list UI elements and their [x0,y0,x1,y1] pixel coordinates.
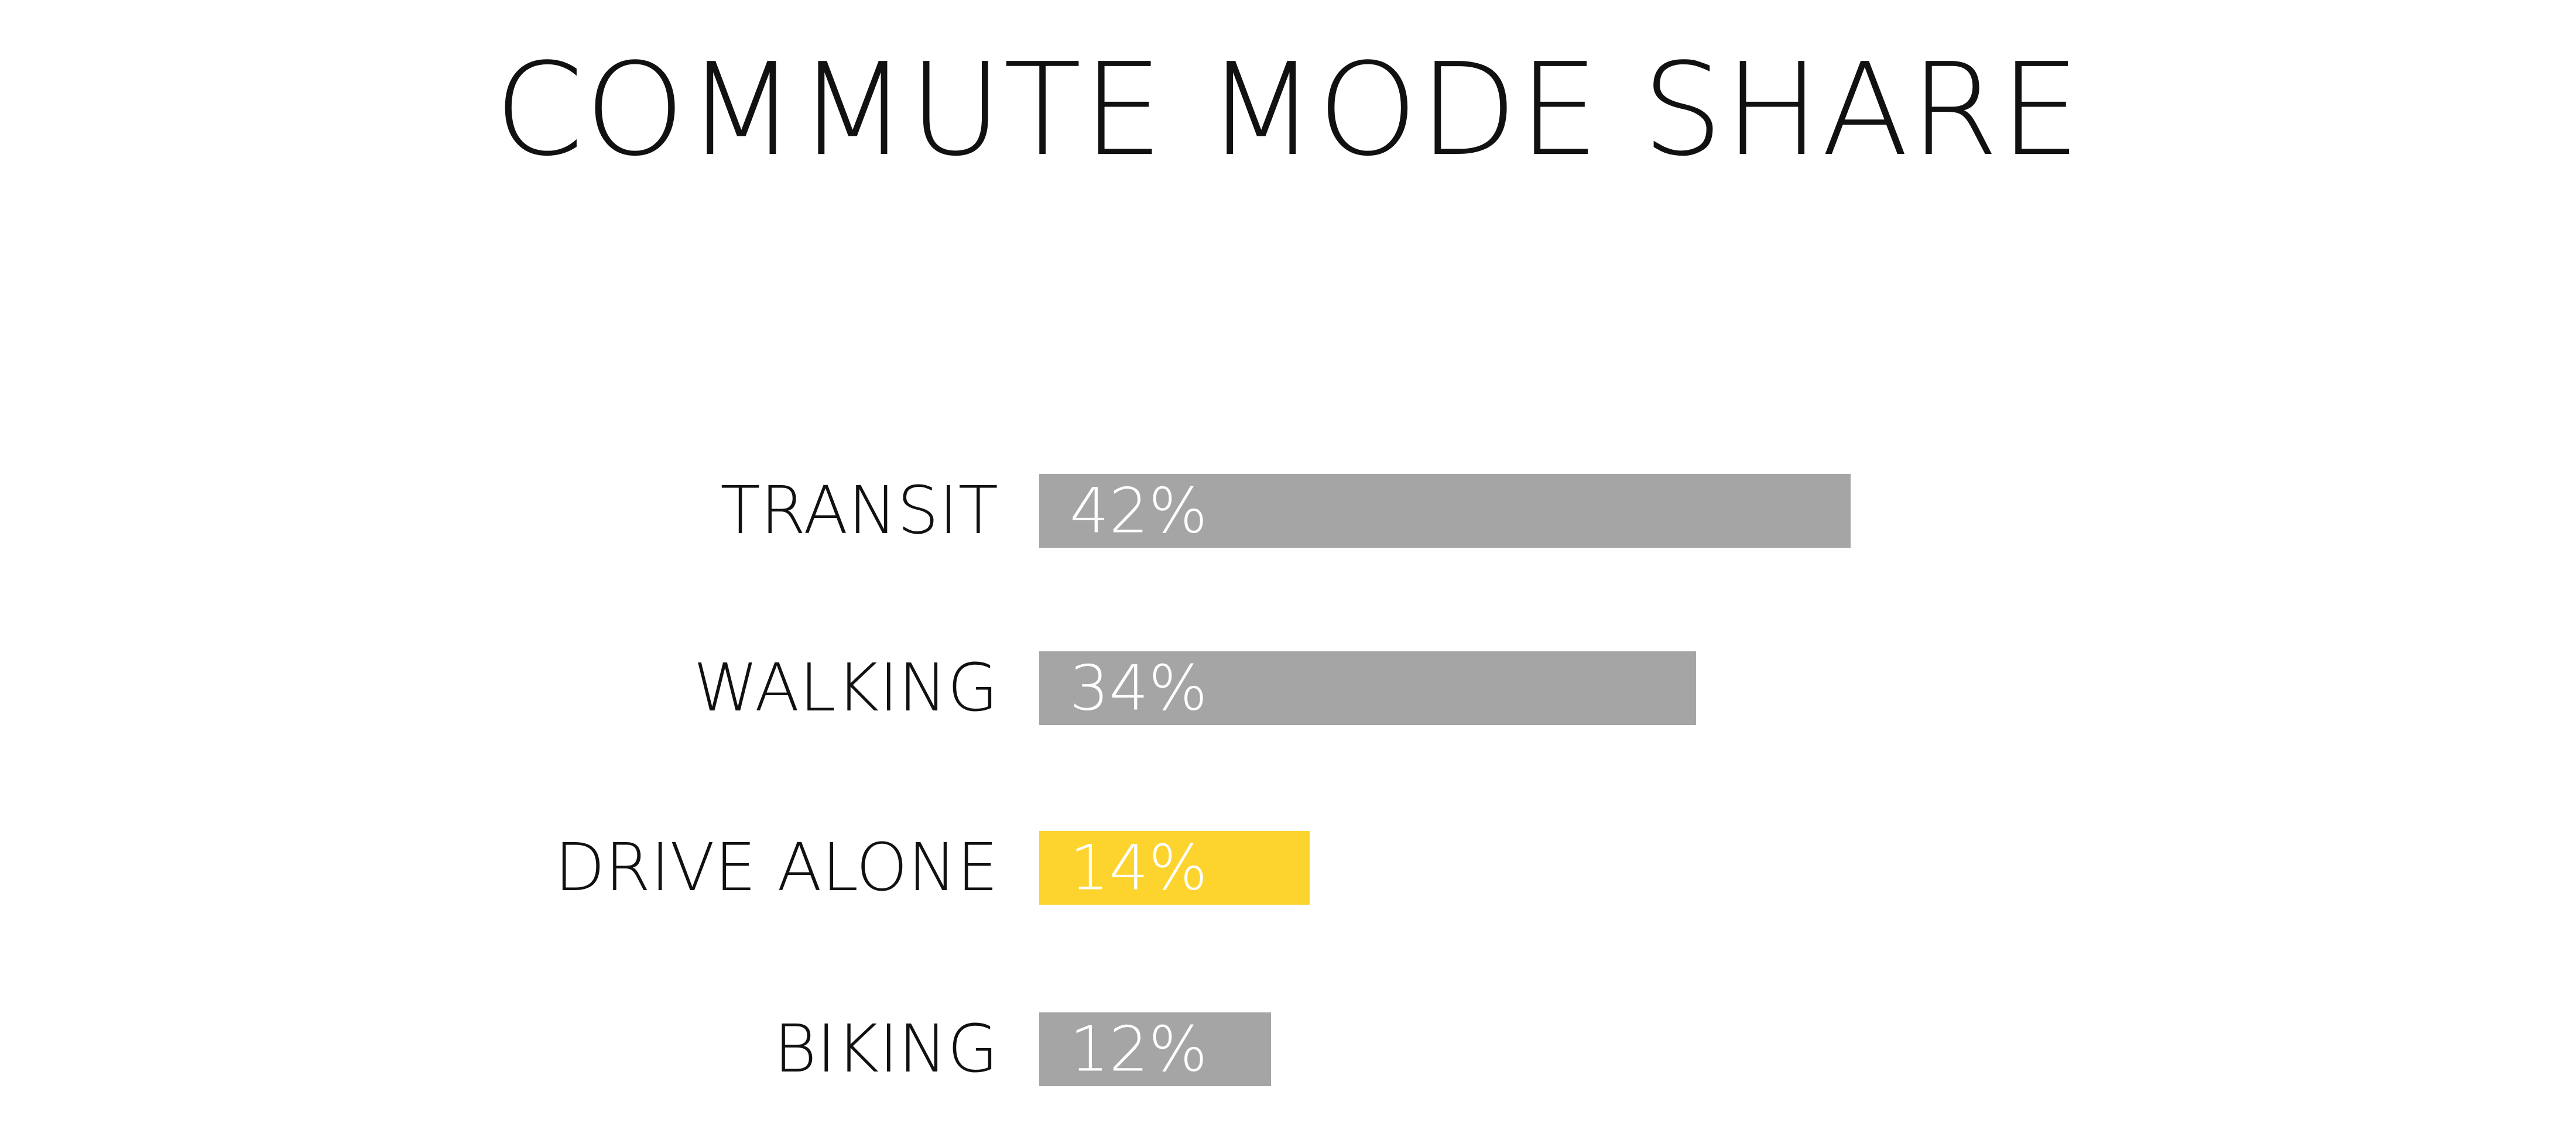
chart-title: COMMUTE MODE SHARE [494,36,2082,184]
category-label-biking: BIKING [774,1011,998,1087]
category-label-walking: WALKING [693,650,998,726]
value-label-drive-alone: 14% [1070,832,1208,904]
bar-biking [1039,1012,1271,1086]
value-label-transit: 42% [1070,475,1208,547]
category-label-drive-alone: DRIVE ALONE [554,830,998,906]
bar-drive-alone [1039,831,1310,905]
category-label-transit: TRANSIT [720,473,998,549]
bar-transit [1039,474,1851,548]
bar-walking [1039,651,1696,725]
value-label-biking: 12% [1070,1014,1208,1086]
value-label-walking: 34% [1070,652,1208,724]
